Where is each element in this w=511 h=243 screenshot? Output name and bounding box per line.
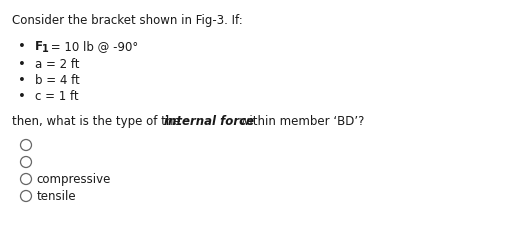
Text: •: • — [18, 40, 26, 53]
Text: F: F — [35, 40, 43, 53]
Text: •: • — [18, 74, 26, 87]
Text: tensile: tensile — [36, 190, 76, 202]
Text: a = 2 ft: a = 2 ft — [35, 58, 80, 71]
Text: internal force: internal force — [164, 115, 253, 128]
Text: then, what is the type of the: then, what is the type of the — [12, 115, 184, 128]
Text: •: • — [18, 90, 26, 103]
Text: = 10 lb @ -90°: = 10 lb @ -90° — [47, 40, 138, 53]
Text: c = 1 ft: c = 1 ft — [35, 90, 79, 103]
Text: Consider the bracket shown in Fig-3. If:: Consider the bracket shown in Fig-3. If: — [12, 14, 243, 27]
Text: compressive: compressive — [36, 173, 111, 185]
Text: 1: 1 — [42, 44, 49, 54]
Text: b = 4 ft: b = 4 ft — [35, 74, 80, 87]
Text: within member ‘BD’?: within member ‘BD’? — [236, 115, 364, 128]
Text: •: • — [18, 58, 26, 71]
